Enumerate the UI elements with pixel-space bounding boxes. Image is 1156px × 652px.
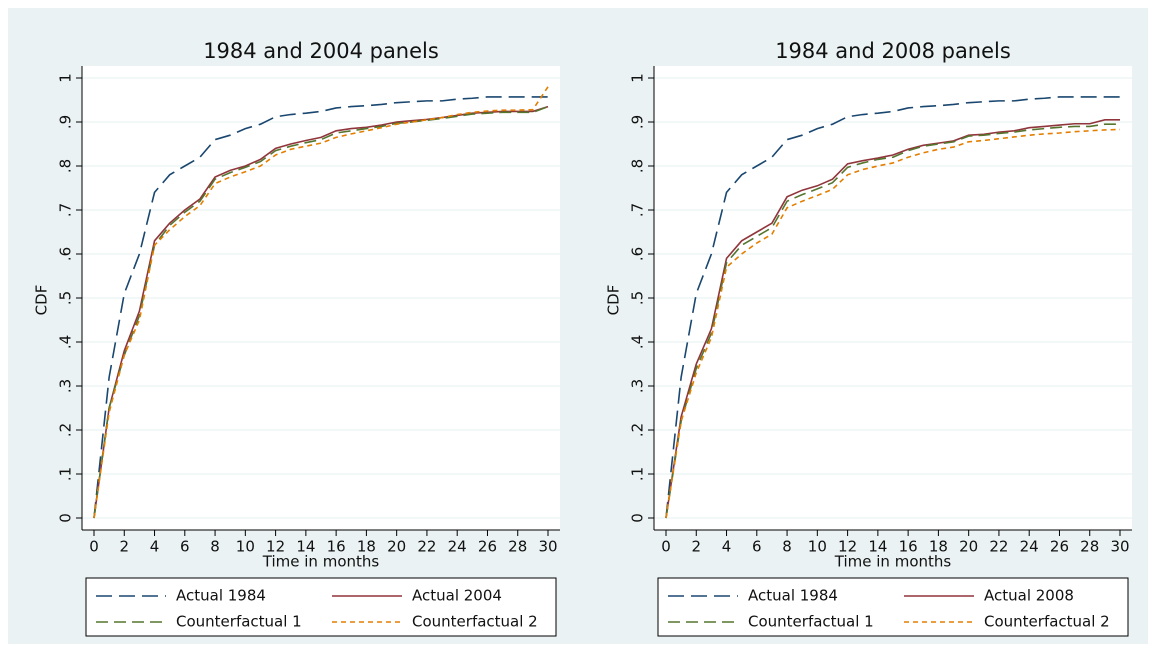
y-tick-label: .7	[57, 203, 75, 217]
x-tick-label: 18	[929, 538, 948, 556]
x-tick-label: 30	[538, 538, 557, 556]
x-tick-label: 30	[1110, 538, 1129, 556]
data-line	[93, 105, 549, 519]
y-tick-label: .8	[629, 159, 647, 173]
x-tick-label: 14	[296, 538, 315, 556]
y-tick-label: .3	[629, 379, 647, 393]
y-tick-label: .4	[629, 335, 647, 349]
legend-label: Actual 1984	[748, 587, 838, 605]
x-tick-label: 8	[782, 538, 792, 556]
y-tick-label: .1	[629, 467, 647, 481]
x-tick-label: 20	[959, 538, 978, 556]
y-tick-label: .5	[629, 291, 647, 305]
data-line	[665, 123, 1120, 519]
x-tick-label: 6	[180, 538, 190, 556]
legend-label: Counterfactual 1	[748, 613, 874, 631]
x-tick-label: 2	[691, 538, 701, 556]
x-tick-label: 18	[357, 538, 376, 556]
x-tick-label: 8	[210, 538, 220, 556]
y-tick-label: .6	[57, 247, 75, 261]
x-tick-label: 10	[808, 538, 827, 556]
legend-label: Actual 2004	[412, 587, 502, 605]
y-axis-label: CDF	[33, 285, 51, 316]
y-tick-label: .5	[57, 291, 75, 305]
x-tick-label: 22	[417, 538, 436, 556]
x-tick-label: 26	[478, 538, 497, 556]
y-axis-label: CDF	[605, 285, 623, 316]
x-tick-label: 6	[752, 538, 762, 556]
x-tick-label: 26	[1050, 538, 1069, 556]
x-tick-label: 24	[448, 538, 467, 556]
y-tick-label: .9	[629, 115, 647, 129]
data-line	[93, 105, 549, 519]
x-tick-label: 0	[89, 538, 99, 556]
data-line	[665, 119, 1120, 519]
x-tick-label: 12	[838, 538, 857, 556]
y-tick-label: .4	[57, 335, 75, 349]
y-tick-label: 1	[57, 73, 75, 83]
x-tick-label: 12	[266, 538, 285, 556]
y-tick-label: 0	[57, 513, 75, 523]
legend-label: Actual 1984	[176, 587, 266, 605]
x-tick-label: 10	[236, 538, 255, 556]
y-tick-label: 1	[629, 73, 647, 83]
x-tick-label: 16	[899, 538, 918, 556]
y-tick-label: 0	[629, 513, 647, 523]
x-tick-label: 24	[1020, 538, 1039, 556]
x-tick-label: 16	[327, 538, 346, 556]
chart-title: 1984 and 2004 panels	[203, 39, 439, 63]
x-tick-label: 22	[989, 538, 1008, 556]
x-tick-label: 28	[1080, 538, 1099, 556]
legend-label: Counterfactual 2	[984, 613, 1110, 631]
x-tick-label: 4	[722, 538, 732, 556]
y-tick-label: .8	[57, 159, 75, 173]
chart-title: 1984 and 2008 panels	[775, 39, 1011, 63]
legend-box	[85, 577, 557, 637]
legend-label: Counterfactual 1	[176, 613, 302, 631]
legend-box	[657, 577, 1129, 637]
y-tick-label: .2	[57, 423, 75, 437]
y-tick-label: .3	[57, 379, 75, 393]
legend-label: Actual 2008	[984, 587, 1074, 605]
x-tick-label: 14	[868, 538, 887, 556]
data-line	[665, 128, 1121, 519]
y-tick-label: .9	[57, 115, 75, 129]
x-tick-label: 2	[119, 538, 129, 556]
x-tick-label: 28	[508, 538, 527, 556]
y-tick-label: .6	[629, 247, 647, 261]
x-tick-label: 4	[150, 538, 160, 556]
y-tick-label: .2	[629, 423, 647, 437]
x-axis-label: Time in months	[834, 553, 952, 571]
legend-label: Counterfactual 2	[412, 613, 538, 631]
x-tick-label: 0	[661, 538, 671, 556]
y-tick-label: .7	[629, 203, 647, 217]
y-tick-label: .1	[57, 467, 75, 481]
x-tick-label: 20	[387, 538, 406, 556]
data-line	[665, 96, 1120, 519]
data-line	[93, 96, 548, 519]
x-axis-label: Time in months	[262, 553, 380, 571]
